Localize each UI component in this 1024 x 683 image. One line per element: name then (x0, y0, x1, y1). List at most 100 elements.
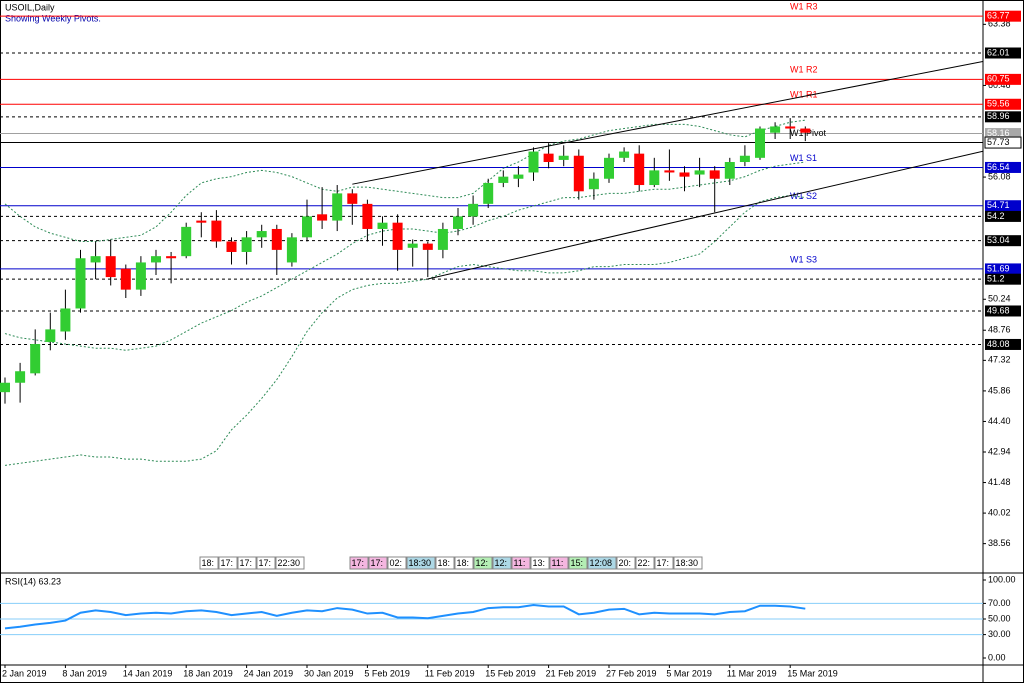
event-label: 17: (240, 558, 253, 568)
candle-body (709, 170, 720, 179)
level-box (985, 235, 1021, 247)
candle-body (45, 329, 56, 342)
level-value: 58.16 (987, 128, 1010, 138)
x-tick-label: 11 Mar 2019 (727, 668, 777, 678)
level-value: 51.2 (987, 274, 1005, 284)
event-box (511, 556, 531, 570)
event-label: 18: (438, 558, 451, 568)
y-tick-label: 44.40 (988, 416, 1011, 426)
bollinger-band (4, 194, 806, 466)
y-tick-label: 56.08 (988, 171, 1011, 181)
x-tick-label: 15 Mar 2019 (787, 668, 838, 678)
y-tick-label: 41.48 (988, 477, 1011, 487)
candle-body (60, 308, 71, 332)
level-box (985, 338, 1021, 350)
level-box (985, 111, 1021, 123)
candle-body (498, 176, 509, 183)
candle-body (151, 256, 161, 263)
x-tick-label: 2 Jan 2019 (2, 668, 47, 678)
event-label: 12: (495, 558, 508, 568)
event-label: 11: (552, 558, 564, 568)
event-label: 22: (638, 558, 651, 568)
candle-body (679, 172, 690, 177)
chart-subtitle: Showing Weekly Pivots. (5, 13, 101, 23)
candle-body (347, 193, 358, 204)
y-tick-label: 63.38 (988, 19, 1011, 29)
candle-body (588, 178, 599, 190)
x-tick-label: 18 Jan 2019 (183, 668, 233, 678)
level-value: 57.73 (987, 137, 1010, 147)
candle-body (528, 151, 539, 173)
candle-body (0, 382, 10, 393)
y-tick-label: 30.00 (988, 629, 1011, 639)
event-label: 18: (202, 558, 215, 568)
level-box (985, 73, 1021, 85)
event-box (237, 556, 257, 570)
level-box (985, 273, 1021, 285)
candle-body (649, 170, 660, 186)
event-label: 18: (457, 558, 470, 568)
candle-body (302, 216, 312, 238)
event-box (568, 556, 588, 570)
level-box (985, 98, 1021, 110)
level-value: 59.56 (987, 99, 1010, 109)
candle-body (604, 157, 614, 179)
level-box (985, 210, 1021, 222)
x-tick-label: 14 Jan 2019 (123, 668, 173, 678)
event-box (616, 556, 636, 570)
candle-body (664, 170, 675, 173)
level-name: W1 R2 (790, 65, 818, 75)
event-label: 18:30 (409, 558, 432, 568)
candle-body (256, 231, 267, 238)
event-label: 20: (619, 558, 632, 568)
candle-body (196, 220, 207, 223)
x-tick-label: 11 Feb 2019 (425, 668, 475, 678)
level-value: 49.68 (987, 305, 1010, 315)
candle-body (558, 155, 569, 160)
level-value: 53.04 (987, 235, 1010, 245)
x-tick-label: 21 Feb 2019 (546, 668, 597, 678)
candle-body (437, 228, 448, 250)
event-label: 17: (221, 558, 234, 568)
event-label: 02: (390, 558, 403, 568)
y-tick-label: 100.00 (988, 574, 1016, 584)
level-name: W1 S1 (790, 153, 817, 163)
rsi-title: RSI(14) 63.23 (5, 576, 61, 586)
candle-body (392, 222, 403, 250)
candle-body (377, 222, 388, 229)
event-label: 11: (514, 558, 526, 568)
candle-body (755, 128, 765, 158)
event-box (454, 556, 474, 570)
x-tick-label: 5 Feb 2019 (364, 668, 410, 678)
event-label: 22:30 (278, 558, 301, 568)
event-box (199, 556, 219, 570)
event-label: 12: (476, 558, 489, 568)
candle-body (634, 153, 645, 186)
event-box (349, 556, 369, 570)
level-name: W1 R3 (790, 2, 818, 12)
candle-body (332, 193, 343, 221)
candle-body (181, 226, 192, 257)
trend-line (427, 150, 984, 280)
y-tick-label: 40.02 (988, 507, 1011, 517)
level-value: 54.2 (987, 211, 1005, 221)
candle-body (30, 344, 41, 374)
candle-body (422, 243, 433, 250)
candle-body (90, 256, 101, 263)
event-box (530, 556, 550, 570)
event-box (218, 556, 238, 570)
rsi-line (4, 603, 806, 630)
event-box (549, 556, 569, 570)
event-box (492, 556, 512, 570)
event-label: 17: (352, 558, 365, 568)
event-box (256, 556, 276, 570)
candle-body (800, 128, 811, 133)
candle-body (166, 256, 177, 259)
x-tick-label: 15 Feb 2019 (485, 668, 536, 678)
y-tick-label: 45.86 (988, 385, 1011, 395)
candle-body (739, 155, 750, 163)
candle-body (573, 155, 584, 192)
y-tick-label: 50.24 (988, 294, 1011, 304)
